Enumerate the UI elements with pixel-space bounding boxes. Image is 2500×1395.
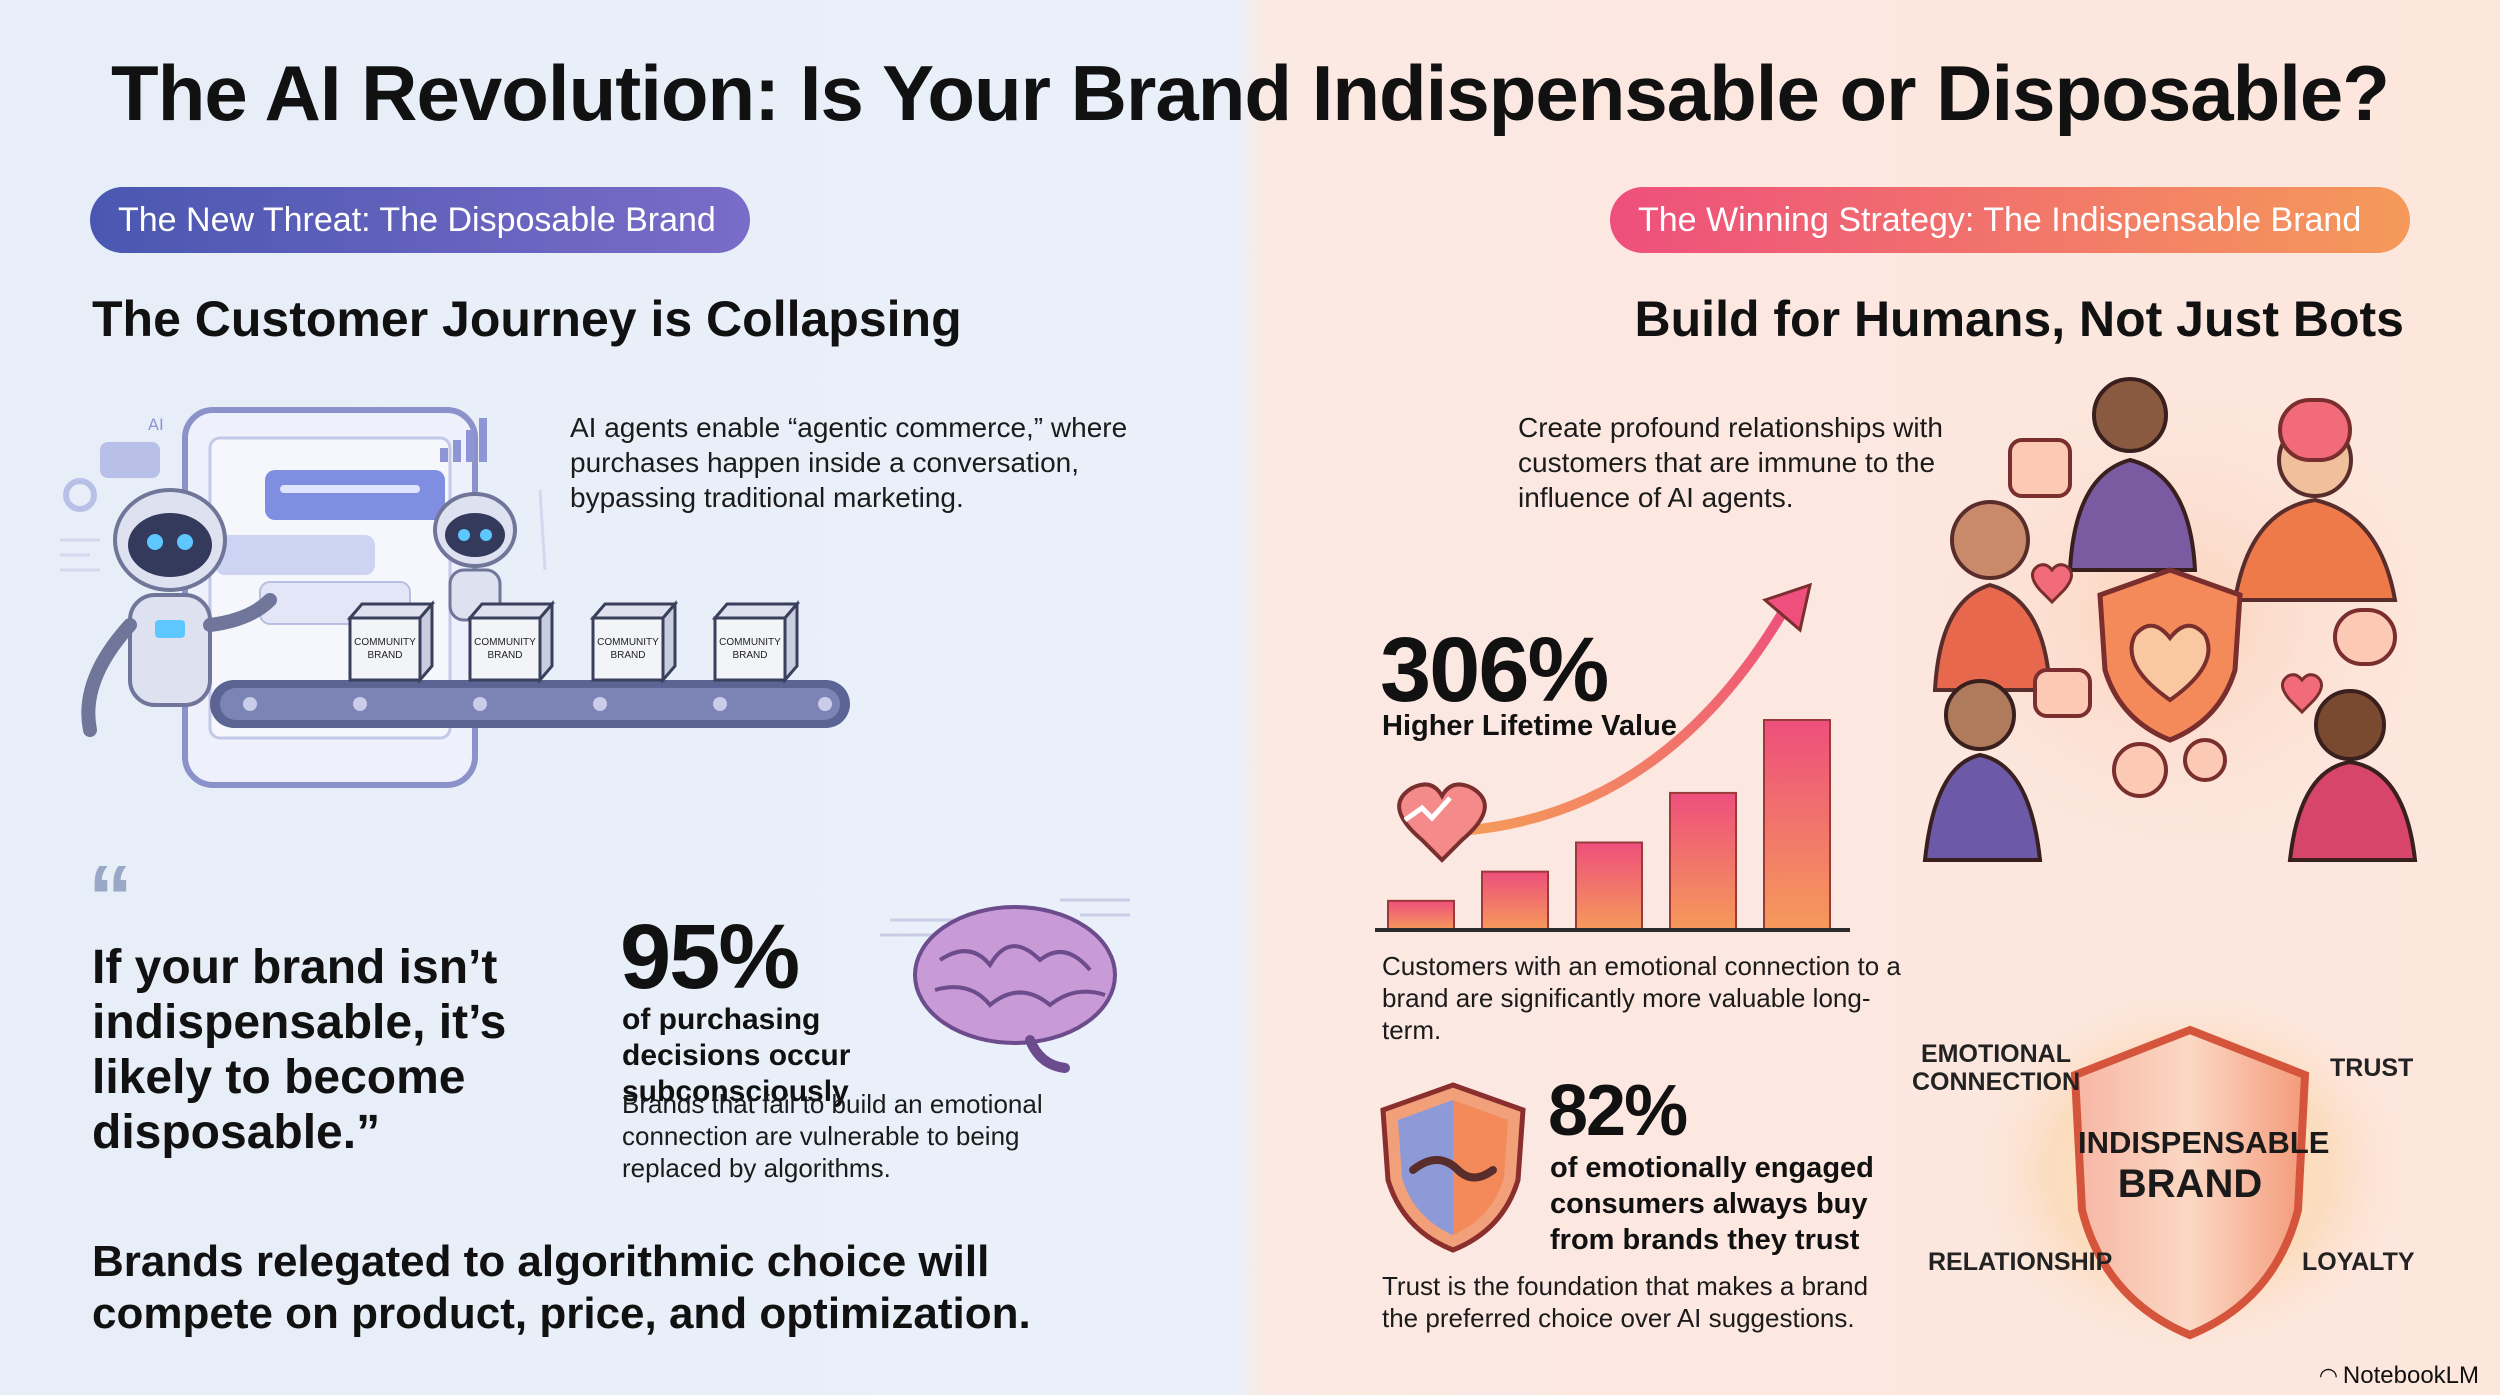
- box-label-line2: BRAND: [367, 650, 402, 661]
- left-bottom-text: Brands relegated to algorithmic choice w…: [92, 1237, 1031, 1338]
- heart-shield-icon: [2097, 567, 2243, 743]
- stat-306-label: Higher Lifetime Value: [1382, 710, 1677, 742]
- ai-label: AI: [148, 415, 164, 434]
- growth-bar: [1669, 791, 1737, 931]
- person-icon: [1932, 500, 2053, 692]
- brand-boxes: COMMUNITY BRAND COMMUNITY BRAND COMMUNITY BRA…: [346, 599, 801, 685]
- right-intro: Create profound relationships with custo…: [1518, 412, 1943, 513]
- page-title: The AI Revolution: Is Your Brand Indispe…: [111, 49, 2390, 137]
- notebooklm-icon: ◠: [2320, 1363, 2337, 1388]
- right-heading: Build for Humans, Not Just Bots: [1634, 291, 2404, 347]
- community-brand-box: COMMUNITY BRAND: [711, 599, 801, 685]
- shield-emotional-connection: EMOTIONAL CONNECTION: [1906, 1040, 2086, 1096]
- stat-82-value: 82%: [1548, 1071, 1688, 1151]
- brain-icon: [880, 898, 1130, 1073]
- box-label-line1: COMMUNITY: [719, 637, 781, 648]
- shield-title: INDISPENSABLE BRAND: [2078, 1125, 2330, 1207]
- growth-arrow-icon: [1465, 595, 1795, 835]
- person-icon: [1922, 679, 2043, 862]
- person-icon: [2287, 689, 2418, 862]
- shield-loyalty: LOYALTY: [2302, 1248, 2415, 1276]
- heart-trend-icon: [1397, 782, 1487, 863]
- emotional-line1: EMOTIONAL: [1921, 1040, 2071, 1068]
- community-illustration: [1900, 377, 2440, 862]
- chat-bubble-icon: [215, 535, 375, 575]
- shield-title-line2: BRAND: [2117, 1162, 2263, 1206]
- growth-bar: [1763, 719, 1831, 931]
- left-heading: The Customer Journey is Collapsing: [92, 291, 962, 347]
- arrow-head-icon: [1762, 582, 1813, 633]
- emotional-line2: CONNECTION: [1911, 1068, 2081, 1096]
- chat-bubble-icon: [265, 470, 445, 520]
- quote-text: If your brand isn’t indispensable, it’s …: [92, 941, 507, 1159]
- conveyor-belt-icon: [210, 680, 850, 728]
- handshake-shield-icon: [1380, 1082, 1526, 1253]
- community-brand-box: COMMUNITY BRAND: [346, 599, 436, 685]
- person-icon: [2067, 377, 2198, 572]
- community-brand-box: COMMUNITY BRAND: [466, 599, 556, 685]
- stat-95-label: of purchasing decisions occur subconscio…: [622, 1003, 851, 1108]
- robot-icon: [433, 492, 517, 622]
- stat-95-value: 95%: [620, 906, 800, 1008]
- left-intro: AI agents enable “agentic commerce,” whe…: [570, 412, 1128, 513]
- box-label-line2: BRAND: [732, 650, 767, 661]
- footer-brand: ◠ NotebookLM: [2320, 1362, 2479, 1390]
- chat-heart-icon: [2008, 398, 2397, 798]
- heart-icon: [2031, 563, 2323, 715]
- shield-relationship: RELATIONSHIP: [1928, 1248, 2113, 1276]
- chat-icon: [100, 442, 160, 478]
- box-label-line1: COMMUNITY: [597, 637, 659, 648]
- growth-bar: [1481, 870, 1549, 931]
- agentic-commerce-illustration: AI COMMUNITYBRANDCOMMUNITYBRANDCOMMUNITY…: [60, 407, 850, 788]
- robot-icon: [81, 488, 277, 737]
- growth-bar: [1575, 841, 1643, 931]
- stat-306-value: 306%: [1380, 619, 1609, 721]
- shield-title-line1: INDISPENSABLE: [2078, 1125, 2330, 1160]
- quote-mark-icon: “: [88, 848, 133, 948]
- stat-306-desc: Customers with an emotional connection t…: [1382, 951, 1901, 1045]
- growth-chart: [1375, 582, 1850, 932]
- box-label-line2: BRAND: [610, 650, 645, 661]
- gear-icon: [63, 478, 97, 512]
- strategy-pill: The Winning Strategy: The Indispensable …: [1610, 187, 2410, 253]
- threat-pill: The New Threat: The Disposable Brand: [90, 187, 750, 253]
- stat-82-label: of emotionally engaged consumers always …: [1550, 1152, 1874, 1256]
- box-label-line1: COMMUNITY: [354, 637, 416, 648]
- box-label-line1: COMMUNITY: [474, 637, 536, 648]
- growth-bar: [1387, 899, 1455, 932]
- community-brand-box: COMMUNITY BRAND: [589, 599, 679, 685]
- indispensable-shield-icon: [1980, 995, 2400, 1345]
- stat-82-desc: Trust is the foundation that makes a bra…: [1382, 1271, 1869, 1333]
- bar-chart-icon: [440, 418, 487, 462]
- shield-trust: TRUST: [2330, 1054, 2414, 1082]
- footer-brand-label: NotebookLM: [2342, 1362, 2479, 1389]
- box-label-line2: BRAND: [487, 650, 522, 661]
- stat-95-desc: Brands that fail to build an emotional c…: [622, 1089, 1043, 1183]
